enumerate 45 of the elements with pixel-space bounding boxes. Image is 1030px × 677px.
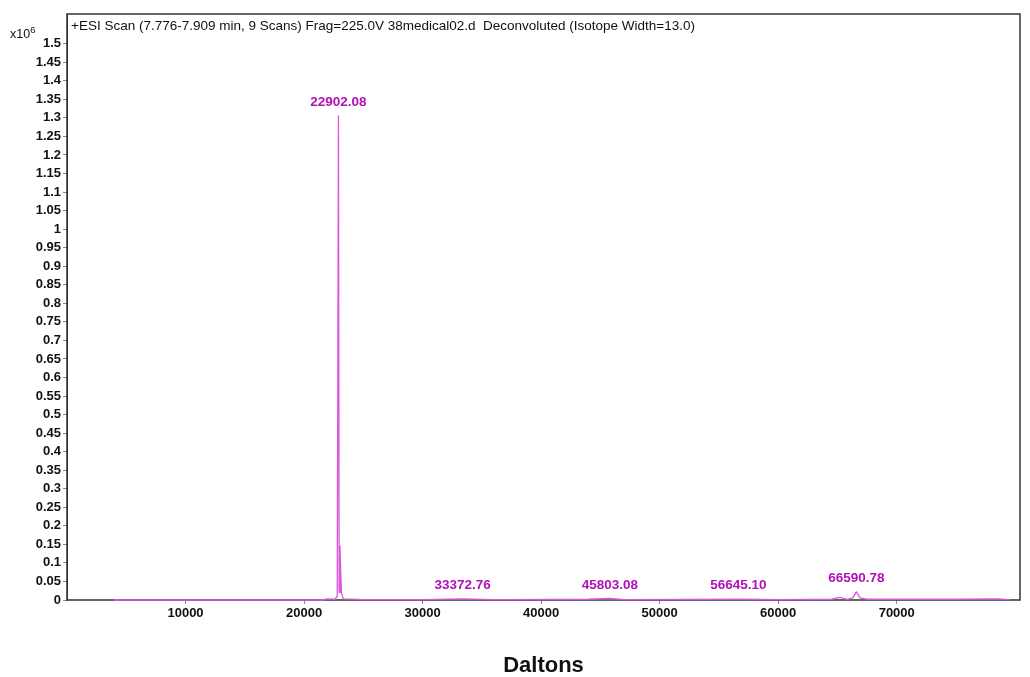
annotation: 45803.08: [581, 576, 639, 592]
x-axis-title: Daltons: [503, 652, 584, 677]
annotation: 66590.78: [828, 569, 885, 585]
y-tick-label: 1.25: [35, 127, 61, 143]
y-tick-label: 0.05: [35, 573, 61, 589]
x-tick-label: 40000: [523, 605, 560, 621]
x-tick-label: 60000: [760, 605, 797, 621]
y-tick-label: 0.55: [35, 387, 61, 403]
y-tick-label: 0.5: [42, 406, 61, 422]
y-tick-label: 0.65: [35, 350, 61, 366]
y-tick-label: 1.4: [42, 72, 62, 88]
y-tick-label: 0.1: [42, 554, 61, 570]
y-tick-label: 1.35: [35, 90, 61, 106]
y-tick-label: 0.25: [35, 498, 61, 514]
x-tick-label: 70000: [878, 605, 915, 621]
y-tick-label: 0.3: [42, 480, 61, 496]
y-tick-label: 1: [53, 220, 61, 236]
y-tick-label: 1.3: [42, 109, 61, 125]
annotation: 56645.10: [710, 577, 767, 593]
annotation: 33372.76: [434, 576, 492, 592]
y-tick-label: 0.35: [35, 461, 61, 477]
y-tick-label: 1.15: [35, 165, 61, 181]
y-tick-label: 0.8: [42, 294, 61, 310]
y-tick-label: 1.5: [42, 35, 61, 51]
y-tick-label: 0.4: [42, 443, 62, 459]
y-tick-label: 0.9: [42, 257, 61, 273]
y-tick-label: 0.85: [35, 276, 61, 292]
y-tick-label: 0.2: [42, 517, 61, 533]
y-tick-label: 0.75: [35, 313, 61, 329]
chart-title: +ESI Scan (7.776-7.909 min, 9 Scans) Frag=225.0V 38medical02.d Deconvoluted (Isotope Width=13.0): [71, 18, 695, 33]
annotation: 22902.08: [310, 93, 368, 109]
y-tick-label: 1.2: [42, 146, 61, 162]
y-tick-label: 1.1: [42, 183, 61, 199]
y-tick-label: 1.45: [35, 53, 61, 69]
y-tick-label: 0.15: [35, 535, 61, 551]
y-tick-label: 0.7: [42, 331, 61, 347]
x-tick-label: 50000: [641, 605, 678, 621]
x-tick-label: 10000: [167, 605, 204, 621]
y-tick-label: 0.45: [35, 424, 61, 440]
y-tick-label: 0: [53, 591, 61, 607]
x-tick-label: 20000: [285, 605, 323, 621]
y-tick-label: 0.6: [42, 369, 61, 385]
y-tick-label: 0.95: [35, 239, 61, 255]
y-tick-label: 1.05: [35, 202, 61, 218]
x-tick-label: 30000: [404, 605, 441, 621]
